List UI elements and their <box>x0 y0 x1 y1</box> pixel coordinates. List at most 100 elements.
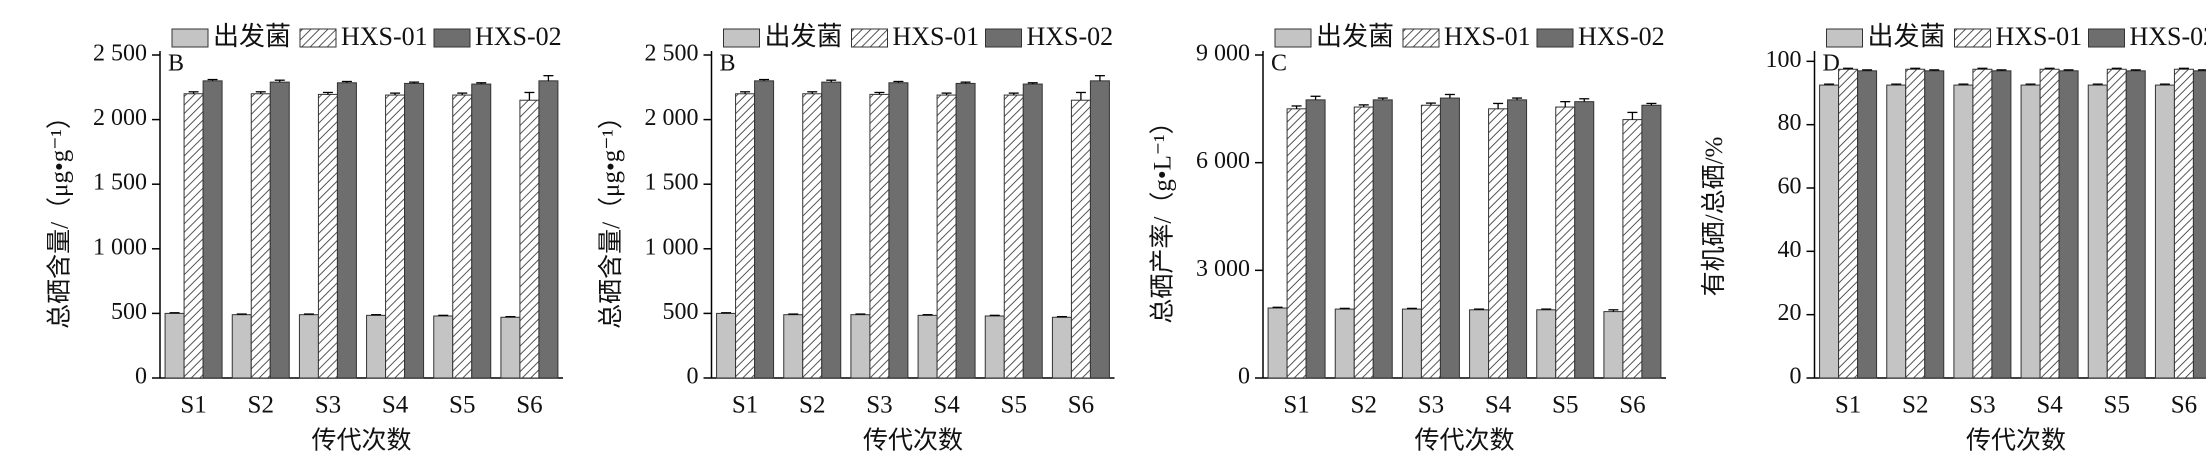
bar <box>1353 106 1374 379</box>
error-bar <box>922 314 933 316</box>
error-bar <box>438 314 449 316</box>
error-bar <box>255 91 266 94</box>
error-bar <box>2130 69 2141 71</box>
error-bar <box>1843 67 1854 70</box>
error-bar <box>874 91 885 95</box>
y-tick-label: 6 000 <box>1196 148 1250 174</box>
bar <box>385 94 406 379</box>
bar <box>269 81 290 379</box>
y-axis-label: 总硒含量/（μg•g⁻¹） <box>46 104 74 329</box>
x-tick-label: S4 <box>2036 392 2063 419</box>
error-bar <box>457 92 468 96</box>
bar <box>1555 106 1576 379</box>
error-bar <box>960 81 971 84</box>
error-bar <box>1493 102 1504 109</box>
bar <box>538 80 559 379</box>
error-bar <box>476 82 487 85</box>
legend-swatch <box>1402 28 1440 48</box>
legend-swatch <box>299 28 337 48</box>
error-bar <box>1862 69 1873 71</box>
bar <box>917 314 938 379</box>
bar <box>1267 307 1288 379</box>
y-tick-label: 40 <box>1778 237 1802 263</box>
legend-label: HXS-02 <box>1027 22 1114 51</box>
error-bar <box>2092 83 2103 86</box>
bar <box>2192 70 2206 379</box>
x-tick-label: S3 <box>866 392 892 419</box>
legend-swatch <box>2088 28 2125 48</box>
error-bar <box>1027 82 1038 85</box>
panel-label: C <box>1271 51 1287 77</box>
error-bar <box>1910 67 1921 70</box>
legend-swatch <box>723 28 760 48</box>
legend-swatch <box>1954 28 1991 48</box>
legend-swatch <box>985 28 1022 48</box>
x-tick-label: S6 <box>2171 392 2197 419</box>
legend-swatch <box>1826 28 1863 48</box>
bar <box>1420 104 1441 379</box>
x-tick-label: S1 <box>1835 392 1861 419</box>
bar <box>1334 308 1355 379</box>
error-bar <box>807 91 818 94</box>
error-bar <box>1056 315 1067 318</box>
y-tick-label: 500 <box>663 299 699 325</box>
y-tick-label: 2 500 <box>93 41 147 67</box>
x-tick-label: S5 <box>1001 392 1027 419</box>
bar <box>500 316 521 379</box>
bar <box>2020 84 2041 379</box>
y-axis-label: 有机硒/总硒/% <box>1700 137 1728 297</box>
error-bar <box>893 80 904 83</box>
error-bar <box>543 75 554 81</box>
bar <box>783 314 804 379</box>
bar <box>1972 68 1993 379</box>
chart-panel: 出发菌 HXS-01 HXS-02 0 3 000 6 000 9 000 C 总硒产率/（g•… <box>1149 22 1666 455</box>
error-bar <box>1891 83 1902 86</box>
bar <box>1857 70 1878 379</box>
x-tick-label: S6 <box>1619 392 1645 419</box>
bar <box>471 83 492 379</box>
bar <box>1622 119 1643 379</box>
bar <box>1536 309 1557 379</box>
error-bar <box>1094 75 1105 81</box>
error-bar <box>1579 98 1590 102</box>
y-tick-label: 2 000 <box>93 105 147 131</box>
error-bar <box>1646 102 1657 106</box>
error-bar <box>1627 111 1638 120</box>
bar <box>1089 80 1110 379</box>
error-bar <box>1824 83 1835 86</box>
bar <box>2154 84 2175 379</box>
error-bar <box>1474 308 1485 310</box>
bar <box>2106 68 2127 379</box>
bar <box>202 80 223 379</box>
x-tick-label: S3 <box>315 392 341 419</box>
bar <box>1905 68 1926 379</box>
error-bar <box>759 78 770 81</box>
y-tick-label: 2 500 <box>645 41 699 67</box>
bar <box>1003 94 1024 379</box>
error-bar <box>1929 69 1940 71</box>
bar <box>1819 84 1840 379</box>
chart-panel: 出发菌 HXS-01 HXS-02 0 20 40 60 80 100 D 有机硒/总硒/% 传代次数… <box>1700 22 2206 455</box>
bar <box>1886 84 1907 379</box>
y-tick-label: 9 000 <box>1196 41 1250 67</box>
error-bar <box>1425 102 1436 106</box>
error-bar <box>2178 67 2189 70</box>
bar <box>183 93 204 379</box>
error-bar <box>1008 92 1019 96</box>
panel-label: D <box>1823 51 1840 77</box>
bar <box>1286 108 1307 379</box>
bar <box>1372 99 1393 379</box>
bar <box>802 93 823 379</box>
x-tick-label: S1 <box>180 392 206 419</box>
y-tick-label: 0 <box>687 364 699 390</box>
bar <box>1070 99 1091 379</box>
bar <box>336 82 357 379</box>
error-bar <box>2025 83 2036 86</box>
bar <box>1641 104 1662 379</box>
bar <box>1603 311 1624 379</box>
bar <box>2173 68 2194 379</box>
error-bar <box>855 313 866 315</box>
error-bar <box>169 312 180 314</box>
legend-swatch <box>1536 28 1574 48</box>
